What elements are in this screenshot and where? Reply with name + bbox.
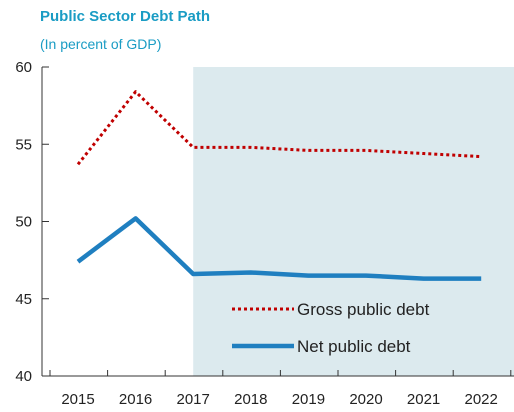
- legend-label: Net public debt: [297, 337, 411, 356]
- chart-title: Public Sector Debt Path: [40, 8, 211, 25]
- data-point: [366, 275, 367, 276]
- x-tick-label: 2018: [234, 391, 267, 408]
- data-point: [193, 274, 194, 275]
- chart-subtitle: (In percent of GDP): [40, 36, 162, 52]
- data-point: [308, 150, 309, 151]
- data-point: [423, 153, 424, 154]
- data-point: [366, 150, 367, 151]
- projection-shade: [193, 67, 514, 376]
- data-point: [481, 278, 482, 279]
- data-point: [193, 147, 194, 148]
- data-point: [135, 91, 136, 92]
- series-line-1: [76, 216, 482, 281]
- data-point: [250, 272, 251, 273]
- data-point: [308, 275, 309, 276]
- y-tick-label: 55: [15, 136, 32, 153]
- data-point: [481, 156, 482, 157]
- series-line-0: [76, 90, 482, 166]
- data-point: [135, 218, 136, 219]
- y-tick-label: 60: [15, 59, 32, 76]
- x-tick-label: 2015: [61, 391, 94, 408]
- x-tick-label: 2017: [177, 391, 210, 408]
- legend-label: Gross public debt: [297, 300, 430, 319]
- y-tick-label: 50: [15, 214, 32, 231]
- data-point: [78, 164, 79, 165]
- x-tick-label: 2022: [465, 391, 498, 408]
- x-tick-label: 2020: [349, 391, 382, 408]
- x-tick-label: 2016: [119, 391, 152, 408]
- x-tick-label: 2021: [407, 391, 440, 408]
- data-point: [250, 147, 251, 148]
- y-tick-label: 45: [15, 291, 32, 308]
- y-tick-label: 40: [15, 368, 32, 385]
- x-tick-label: 2019: [292, 391, 325, 408]
- data-point: [78, 261, 79, 262]
- data-point: [423, 278, 424, 279]
